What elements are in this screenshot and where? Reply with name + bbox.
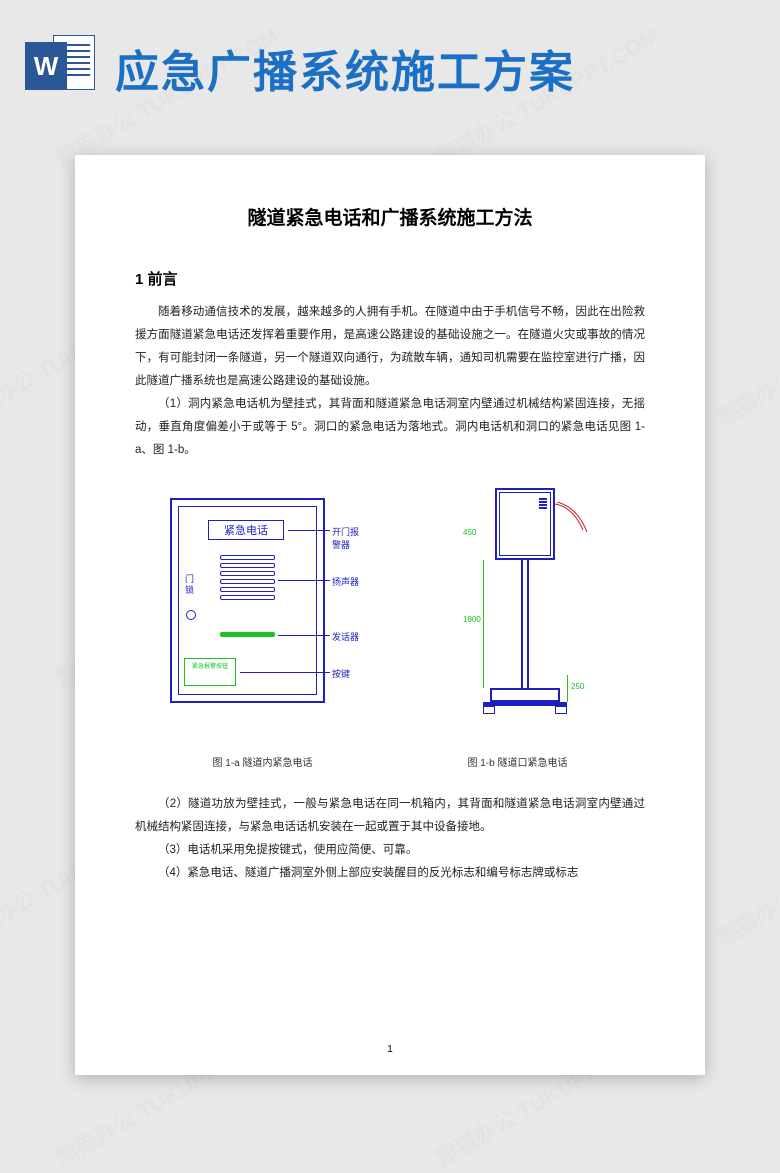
caption-1b: 图 1-b 隧道口紧急电话	[467, 754, 567, 769]
header-title: 应急广播系统施工方案	[115, 36, 575, 100]
header-banner: W 应急广播系统施工方案	[25, 30, 780, 105]
document-page: 隧道紧急电话和广播系统施工方法 1 前言 随着移动通信技术的发展，越来越多的人拥…	[75, 155, 705, 1075]
callout-mic: 发话器	[332, 630, 359, 643]
dim-base: 250	[571, 682, 584, 691]
bottom-panel-label: 紧急报警按钮	[185, 659, 235, 670]
word-icon-letter: W	[25, 42, 67, 90]
caption-1a: 图 1-a 隧道内紧急电话	[212, 754, 312, 769]
paragraph-4: （3）电话机采用免提按键式，使用应简便、可靠。	[135, 839, 645, 862]
watermark: 熊猫办公 TUKUPPT.COM	[709, 799, 780, 953]
figures-row: 紧急电话 门锁 紧急报警按钮 开门报警器 扬声器 发话器	[135, 480, 645, 730]
watermark: 熊猫办公 TUKUPPT.COM	[709, 279, 780, 433]
page-number: 1	[387, 1044, 393, 1055]
diagram-1a: 紧急电话 门锁 紧急报警按钮 开门报警器 扬声器 发话器	[150, 480, 360, 730]
paragraph-3: （2）隧道功放为壁挂式，一般与紧急电话在同一机箱内，其背面和隧道紧急电话洞室内壁…	[135, 793, 645, 839]
document-title: 隧道紧急电话和广播系统施工方法	[135, 203, 645, 230]
phone-label: 紧急电话	[208, 520, 284, 540]
dim-box: 450	[463, 528, 476, 537]
callout-alarm: 开门报警器	[332, 525, 360, 551]
paragraph-5: （4）紧急电话、隧道广播洞室外侧上部应安装醒目的反光标志和编号标志牌或标志	[135, 862, 645, 885]
figure-1a: 紧急电话 门锁 紧急报警按钮 开门报警器 扬声器 发话器	[135, 480, 375, 730]
section-heading-1: 1 前言	[135, 268, 645, 289]
door-lock-label: 门锁	[183, 574, 196, 596]
paragraph-1: 随着移动通信技术的发展，越来越多的人拥有手机。在隧道中由于手机信号不畅，因此在出…	[135, 301, 645, 393]
figure-1b: 1800 250 450	[405, 480, 645, 730]
callout-speaker: 扬声器	[332, 575, 359, 588]
diagram-1b: 1800 250 450	[435, 480, 615, 730]
paragraph-2: （1）洞内紧急电话机为壁挂式，其背面和隧道紧急电话洞室内壁通过机械结构紧固连接，…	[135, 393, 645, 462]
figure-captions: 图 1-a 隧道内紧急电话 图 1-b 隧道口紧急电话	[135, 740, 645, 769]
callout-button: 按键	[332, 667, 350, 680]
dim-height: 1800	[463, 615, 481, 624]
word-doc-icon: W	[25, 30, 100, 105]
